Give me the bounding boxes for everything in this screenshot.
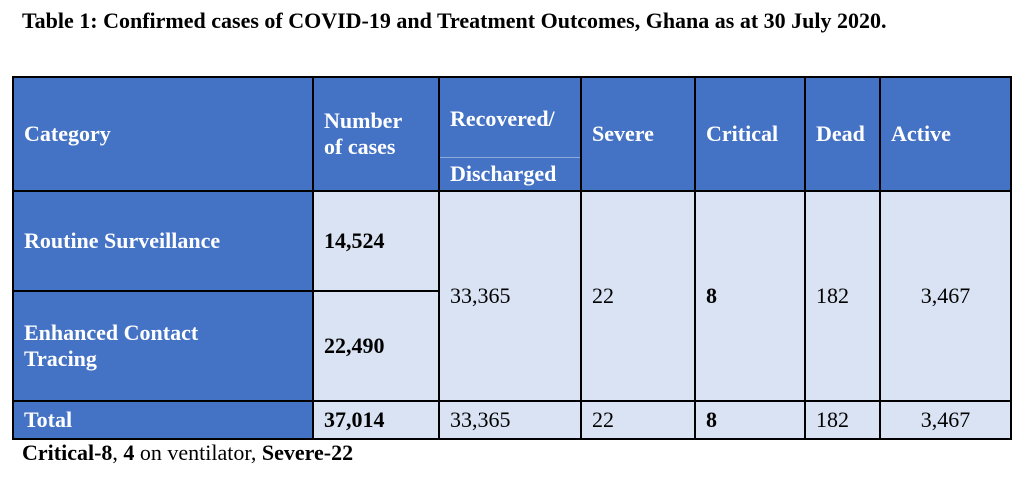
header-critical: Critical bbox=[694, 76, 806, 192]
total-label: Total bbox=[12, 400, 314, 440]
cases-enhanced-contact-tracing: 22,490 bbox=[312, 290, 440, 402]
header-row: Category Number of cases Recovered/ Disc… bbox=[12, 76, 1012, 192]
footnote-separator: , bbox=[112, 440, 124, 465]
total-active: 3,467 bbox=[879, 400, 1012, 440]
category-enhanced-line1: Enhanced Contact bbox=[24, 320, 199, 345]
header-number-of-cases: Number of cases bbox=[312, 76, 440, 192]
header-number-line1: Number bbox=[324, 108, 403, 133]
table-row-total: Total 37,014 33,365 22 8 182 3,467 bbox=[12, 400, 1012, 440]
footnote-severe: Severe-22 bbox=[261, 440, 354, 465]
total-cases: 37,014 bbox=[312, 400, 440, 440]
footnote-ventilator-count: 4 bbox=[123, 440, 135, 465]
merged-recovered: 33,365 bbox=[438, 190, 582, 402]
header-severe: Severe bbox=[580, 76, 696, 192]
table-row-routine: Routine Surveillance 14,524 33,365 22 8 … bbox=[12, 190, 1012, 402]
header-number-line2: of cases bbox=[324, 134, 396, 159]
footnote: Critical-8, 4 on ventilator, Severe-22 bbox=[22, 440, 353, 466]
table-row-enhanced: Enhanced Contact Tracing 22,490 bbox=[12, 290, 1011, 402]
merged-critical: 8 bbox=[694, 190, 806, 402]
category-enhanced-line2: Tracing bbox=[24, 346, 97, 371]
merged-severe: 22 bbox=[580, 190, 696, 402]
header-dead: Dead bbox=[804, 76, 881, 192]
covid-cases-table: Category Number of cases Recovered/ Disc… bbox=[12, 76, 1012, 440]
merged-active: 3,467 bbox=[879, 190, 1012, 402]
header-recovered-line2: Discharged bbox=[450, 161, 557, 186]
category-routine-surveillance: Routine Surveillance bbox=[12, 190, 314, 292]
header-active: Active bbox=[879, 76, 1012, 192]
header-category: Category bbox=[12, 76, 314, 192]
header-recovered: Recovered/ Discharged bbox=[438, 76, 582, 192]
header-recovered-line1: Recovered/ bbox=[450, 106, 555, 131]
total-critical: 8 bbox=[694, 400, 806, 440]
footnote-critical: Critical-8 bbox=[22, 440, 113, 465]
total-severe: 22 bbox=[580, 400, 696, 440]
merged-dead: 182 bbox=[804, 190, 881, 402]
total-recovered: 33,365 bbox=[438, 400, 582, 440]
total-dead: 182 bbox=[804, 400, 881, 440]
cases-routine-surveillance: 14,524 bbox=[312, 190, 440, 292]
table-caption: Table 1: Confirmed cases of COVID-19 and… bbox=[22, 8, 887, 33]
category-enhanced-contact-tracing: Enhanced Contact Tracing bbox=[12, 290, 314, 402]
footnote-ventilator-text: on ventilator, bbox=[134, 440, 262, 465]
